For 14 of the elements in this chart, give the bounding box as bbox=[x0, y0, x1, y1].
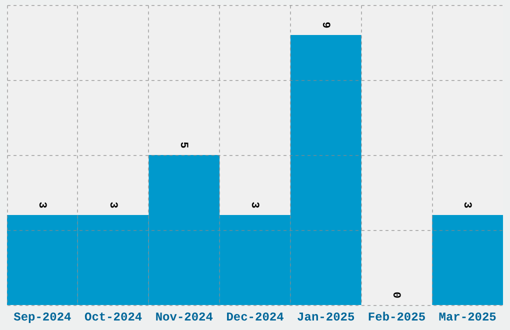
data-label: 3 bbox=[460, 202, 473, 209]
data-label: 9 bbox=[318, 22, 331, 28]
x-tick-label: Jan-2025 bbox=[297, 310, 355, 324]
data-label: 5 bbox=[177, 142, 190, 149]
x-tick-label: Sep-2024 bbox=[14, 310, 72, 324]
x-tick-label: Mar-2025 bbox=[438, 310, 496, 324]
x-tick-label: Feb-2025 bbox=[368, 310, 426, 324]
data-label: 3 bbox=[35, 202, 48, 209]
data-label: 0 bbox=[390, 292, 402, 298]
data-label: 3 bbox=[106, 202, 118, 209]
x-tick-label: Oct-2024 bbox=[84, 310, 142, 324]
x-tick-label: Dec-2024 bbox=[226, 310, 284, 324]
data-label: 3 bbox=[248, 202, 260, 209]
x-tick-label: Nov-2024 bbox=[155, 310, 213, 324]
